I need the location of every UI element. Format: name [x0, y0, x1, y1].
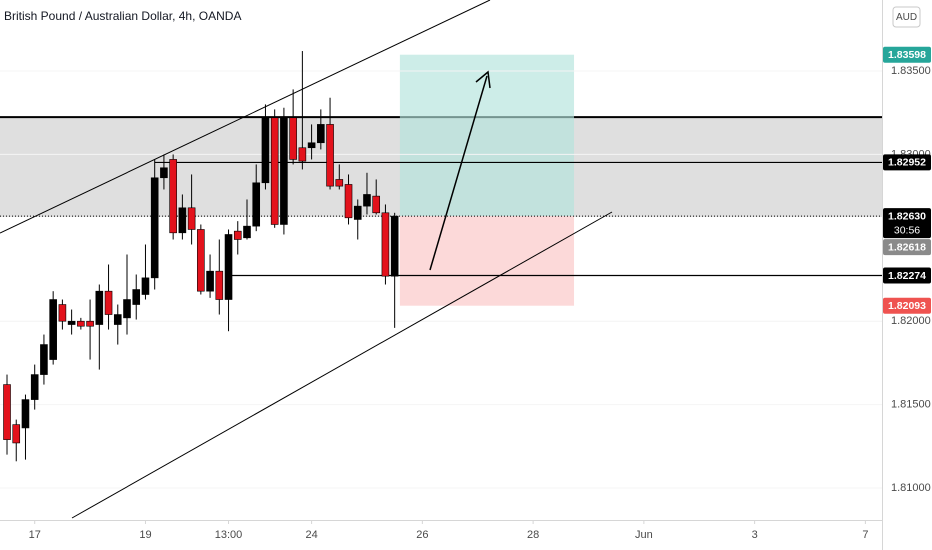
candle-body — [353, 205, 362, 220]
y-tick-label: 1.82000 — [891, 315, 931, 327]
candle-body — [289, 117, 297, 160]
candle-body — [381, 212, 390, 277]
price-label-box — [883, 267, 931, 284]
candle-body — [372, 195, 381, 214]
candle-body — [123, 299, 131, 319]
candle-body — [141, 277, 150, 295]
candle-body — [280, 117, 288, 225]
x-tick-label: Jun — [635, 529, 653, 541]
candle-body — [317, 124, 325, 144]
plot-area — [0, 51, 882, 489]
currency-button[interactable] — [892, 6, 921, 28]
y-tick-label: 1.81500 — [891, 398, 931, 410]
candle-body — [86, 320, 94, 327]
arrow — [429, 75, 488, 271]
candle-body — [49, 299, 57, 360]
price-label-box — [883, 239, 931, 256]
candle-body — [197, 229, 205, 292]
stop-zone — [399, 216, 575, 306]
price-label: 1.82093 — [888, 300, 926, 312]
x-tick-label: 17 — [29, 529, 41, 541]
candle-body — [344, 184, 353, 219]
candle-body — [270, 117, 279, 225]
candle-body — [298, 147, 307, 162]
price-label: 1.82274 — [888, 270, 926, 282]
channel-lower — [71, 211, 613, 519]
price-label: 1.82630 — [888, 210, 926, 222]
candle-body — [160, 167, 168, 179]
price-label: 1.83598 — [888, 49, 926, 61]
candle-body — [58, 304, 67, 322]
candle-body — [224, 234, 233, 300]
candle-body — [307, 142, 316, 149]
candle-body — [363, 194, 371, 207]
candle-body — [243, 225, 251, 239]
candle-body — [77, 320, 85, 327]
candle-body — [261, 117, 270, 184]
candle-body — [178, 207, 187, 234]
x-tick-label: 26 — [416, 529, 428, 541]
price-label: 1.82952 — [888, 157, 926, 169]
candle-body — [215, 270, 224, 300]
x-tick-label: 13:00 — [215, 529, 243, 541]
x-tick-label: 3 — [752, 529, 758, 541]
candle-body — [206, 270, 214, 292]
candle-body — [21, 399, 30, 429]
candle-body — [326, 124, 334, 187]
x-tick-label: 19 — [139, 529, 151, 541]
price-label-box — [883, 208, 931, 239]
candle-body — [187, 207, 196, 230]
x-tick-label: 24 — [305, 529, 317, 541]
candle-body — [95, 290, 104, 325]
candle-body — [40, 344, 48, 375]
currency[interactable]: AUD — [896, 12, 917, 23]
arrow-head — [475, 70, 491, 89]
candle-body — [30, 374, 39, 400]
x-tick-label: 28 — [527, 529, 539, 541]
price-label-box — [883, 46, 931, 63]
candle-body — [150, 177, 159, 279]
y-tick-label: 1.81000 — [891, 482, 931, 494]
channel-upper — [0, 0, 491, 234]
price-label-box — [883, 297, 931, 314]
candle-body — [169, 159, 177, 234]
target-zone — [399, 54, 575, 217]
countdown: 30:56 — [894, 224, 920, 236]
candle-body — [335, 179, 344, 187]
candle-body — [12, 424, 21, 444]
candle-body — [3, 384, 11, 440]
candle-body — [252, 182, 261, 227]
candle-body — [104, 290, 113, 315]
chart-title: British Pound / Australian Dollar, 4h, O… — [4, 9, 241, 23]
candle-body — [132, 289, 141, 305]
price-label-box — [883, 154, 931, 171]
candle-body — [233, 230, 242, 240]
candle-body — [67, 320, 76, 325]
candle-body — [113, 314, 122, 325]
x-tick-label: 7 — [862, 529, 868, 541]
candle-body — [390, 215, 399, 277]
price-label: 1.82618 — [888, 241, 926, 253]
y-tick-label: 1.83500 — [891, 65, 931, 77]
